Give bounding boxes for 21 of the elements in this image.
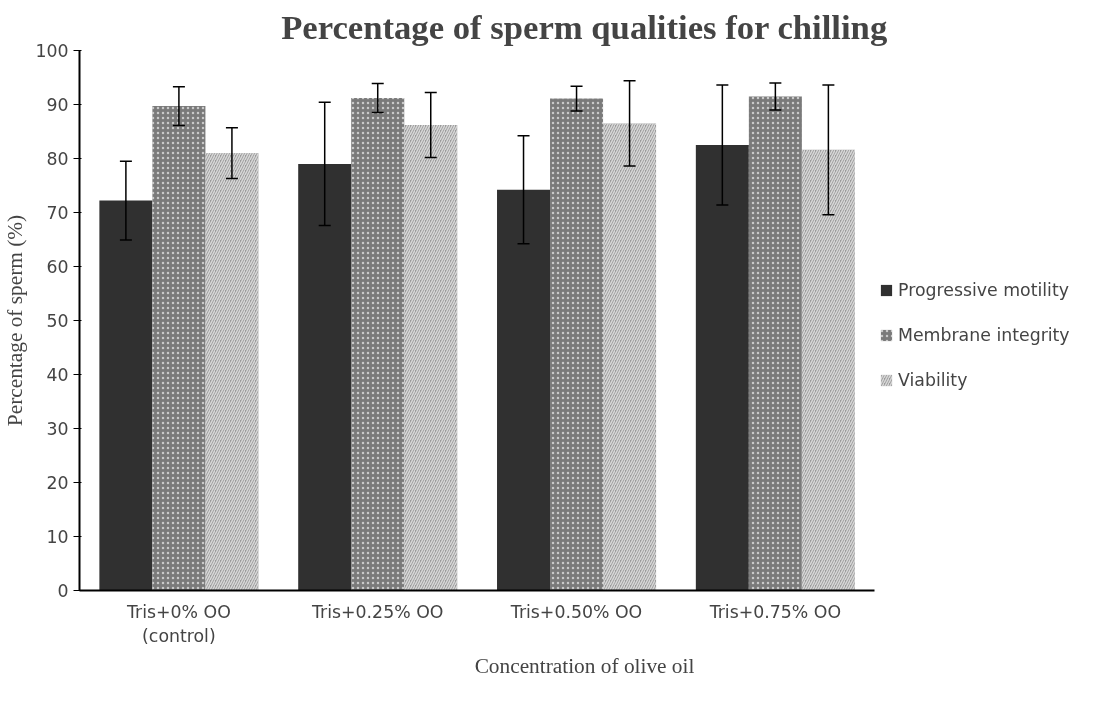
chart-title: Percentage of sperm qualities for chilling bbox=[281, 7, 888, 46]
legend-label: Viability bbox=[898, 370, 968, 390]
y-tick-label: 30 bbox=[46, 419, 69, 439]
x-tick-label: Tris+0% OO (control) bbox=[126, 601, 231, 646]
y-tick-label: 50 bbox=[46, 311, 69, 331]
y-tick-label: 10 bbox=[46, 527, 69, 547]
y-tick-label: 0 bbox=[57, 581, 69, 601]
x-axis-title: Concentration of olive oil bbox=[474, 653, 695, 678]
x-tick-label: Tris+0.50% OO bbox=[509, 601, 643, 622]
x-tick-label: Tris+0.75% OO bbox=[708, 601, 842, 622]
x-tick-label: Tris+0.25% OO bbox=[311, 601, 444, 622]
y-tick-label: 60 bbox=[46, 257, 69, 277]
legend-label: Membrane integrity bbox=[898, 325, 1070, 345]
y-tick-label: 40 bbox=[46, 365, 69, 385]
y-tick-label: 70 bbox=[46, 203, 69, 223]
legend-label: Progressive motility bbox=[898, 280, 1069, 300]
y-tick-label: 100 bbox=[35, 41, 69, 61]
y-tick-label: 80 bbox=[46, 149, 69, 169]
y-tick-label: 20 bbox=[46, 473, 69, 493]
y-axis-title: Percentage of sperm (%) bbox=[3, 214, 28, 427]
y-tick-label: 90 bbox=[46, 95, 69, 115]
